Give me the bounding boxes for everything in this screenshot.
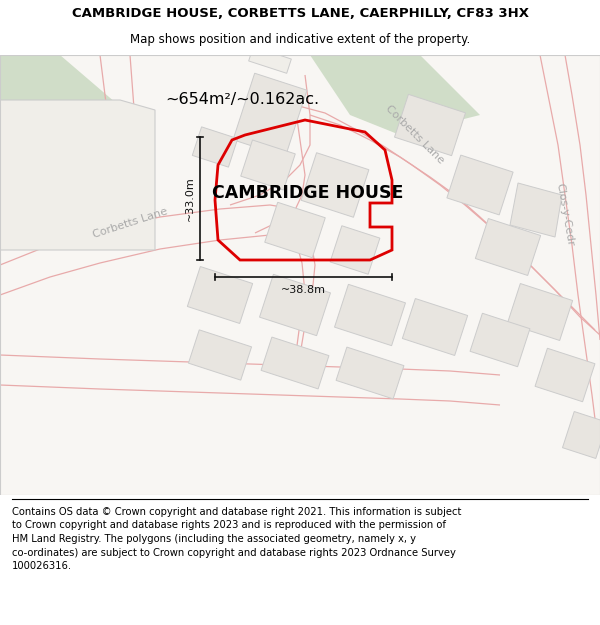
- Text: ~654m²/~0.162ac.: ~654m²/~0.162ac.: [165, 92, 319, 107]
- Polygon shape: [265, 202, 325, 258]
- Polygon shape: [260, 274, 331, 336]
- Polygon shape: [395, 94, 466, 156]
- Text: Corbetts Lane: Corbetts Lane: [91, 206, 169, 240]
- Text: ~38.8m: ~38.8m: [281, 285, 326, 295]
- Polygon shape: [192, 127, 238, 167]
- Polygon shape: [510, 183, 562, 237]
- Text: CAMBRIDGE HOUSE, CORBETTS LANE, CAERPHILLY, CF83 3HX: CAMBRIDGE HOUSE, CORBETTS LANE, CAERPHIL…: [71, 8, 529, 20]
- Polygon shape: [447, 155, 513, 215]
- Polygon shape: [0, 55, 130, 185]
- Polygon shape: [562, 411, 600, 459]
- Polygon shape: [535, 348, 595, 402]
- Polygon shape: [508, 284, 572, 341]
- Text: Clos-y-Cedr: Clos-y-Cedr: [554, 182, 575, 248]
- Polygon shape: [188, 330, 251, 380]
- Polygon shape: [301, 152, 369, 218]
- Polygon shape: [241, 140, 295, 190]
- Polygon shape: [248, 47, 292, 73]
- Polygon shape: [475, 219, 541, 276]
- Text: Map shows position and indicative extent of the property.: Map shows position and indicative extent…: [130, 33, 470, 46]
- Polygon shape: [335, 284, 406, 346]
- Polygon shape: [261, 337, 329, 389]
- Polygon shape: [187, 266, 253, 324]
- Polygon shape: [336, 347, 404, 399]
- Text: Corbetts Lane: Corbetts Lane: [384, 104, 446, 166]
- Polygon shape: [233, 73, 307, 157]
- Polygon shape: [330, 226, 380, 274]
- Polygon shape: [310, 55, 480, 135]
- Text: Contains OS data © Crown copyright and database right 2021. This information is : Contains OS data © Crown copyright and d…: [12, 507, 461, 571]
- Polygon shape: [0, 100, 155, 250]
- Text: CAMBRIDGE HOUSE: CAMBRIDGE HOUSE: [212, 184, 404, 202]
- Polygon shape: [470, 313, 530, 367]
- Text: ~33.0m: ~33.0m: [185, 176, 195, 221]
- Polygon shape: [403, 299, 467, 356]
